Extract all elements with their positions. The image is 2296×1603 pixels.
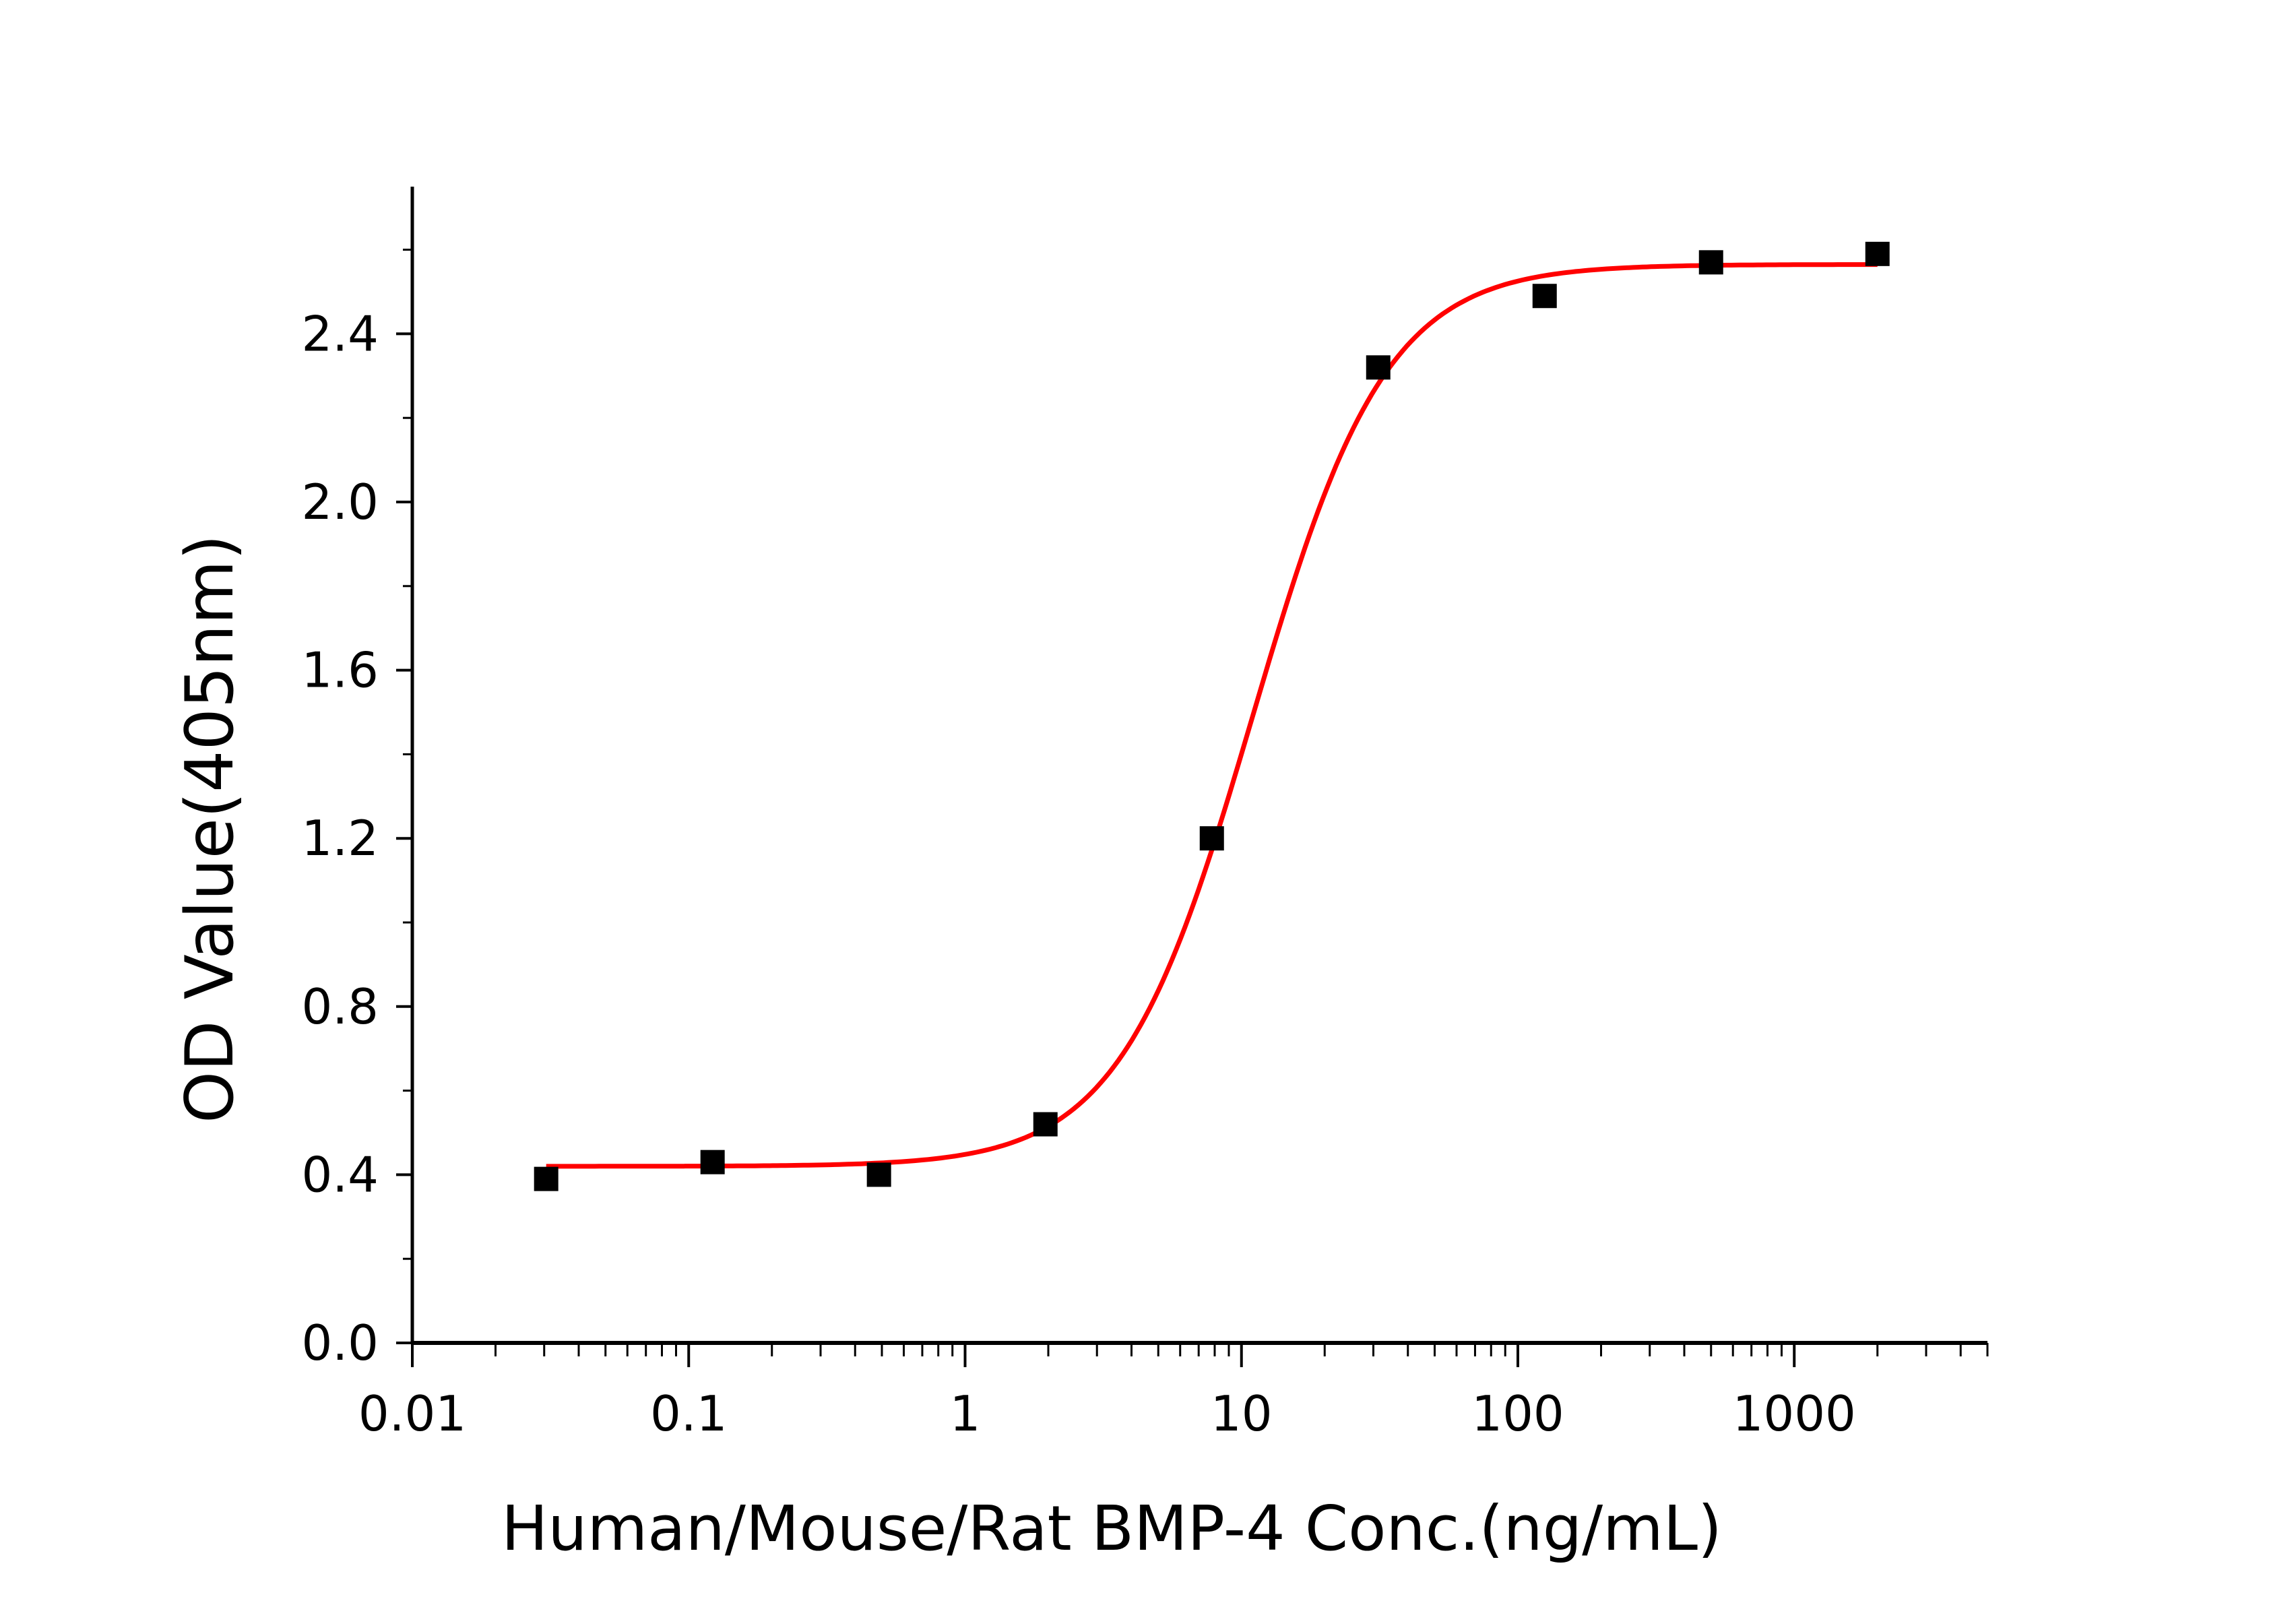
- data-point: [1532, 284, 1557, 309]
- data-point: [1865, 241, 1890, 266]
- x-tick-label: 1: [950, 1385, 981, 1442]
- x-tick-label: 1000: [1733, 1385, 1856, 1442]
- fit-curve: [546, 262, 1878, 1169]
- y-axis-label: OD Value(405nm): [172, 534, 249, 1123]
- x-axis-label: Human/Mouse/Rat BMP-4 Conc.(ng/mL): [501, 1492, 1722, 1565]
- data-point: [866, 1162, 891, 1187]
- y-tick-label: 1.2: [301, 810, 379, 867]
- data-point: [534, 1166, 559, 1191]
- axes: 0.01 0.1 1 10 100 1000 0.0 0.4 0.8 1.2 1.6 2.0 2.4: [301, 187, 1989, 1442]
- data-point: [1033, 1112, 1058, 1137]
- data-point: [1698, 250, 1723, 275]
- data-point: [700, 1150, 725, 1174]
- y-tick-label: 0.4: [301, 1146, 379, 1203]
- data-point: [1199, 826, 1224, 851]
- x-tick-label: 0.1: [650, 1385, 728, 1442]
- y-tick-label: 1.6: [301, 642, 379, 699]
- y-tick-label: 0.8: [301, 978, 379, 1035]
- y-tick-label: 0.0: [301, 1315, 379, 1371]
- x-tick-label: 100: [1471, 1385, 1564, 1442]
- fit-curve-group: [546, 262, 1878, 1169]
- y-tick-label: 2.0: [301, 474, 379, 530]
- x-tick-label: 10: [1211, 1385, 1273, 1442]
- data-points: [534, 241, 1890, 1191]
- x-tick-label: 0.01: [358, 1385, 466, 1442]
- data-point: [1366, 355, 1391, 380]
- y-tick-label: 2.4: [301, 305, 379, 362]
